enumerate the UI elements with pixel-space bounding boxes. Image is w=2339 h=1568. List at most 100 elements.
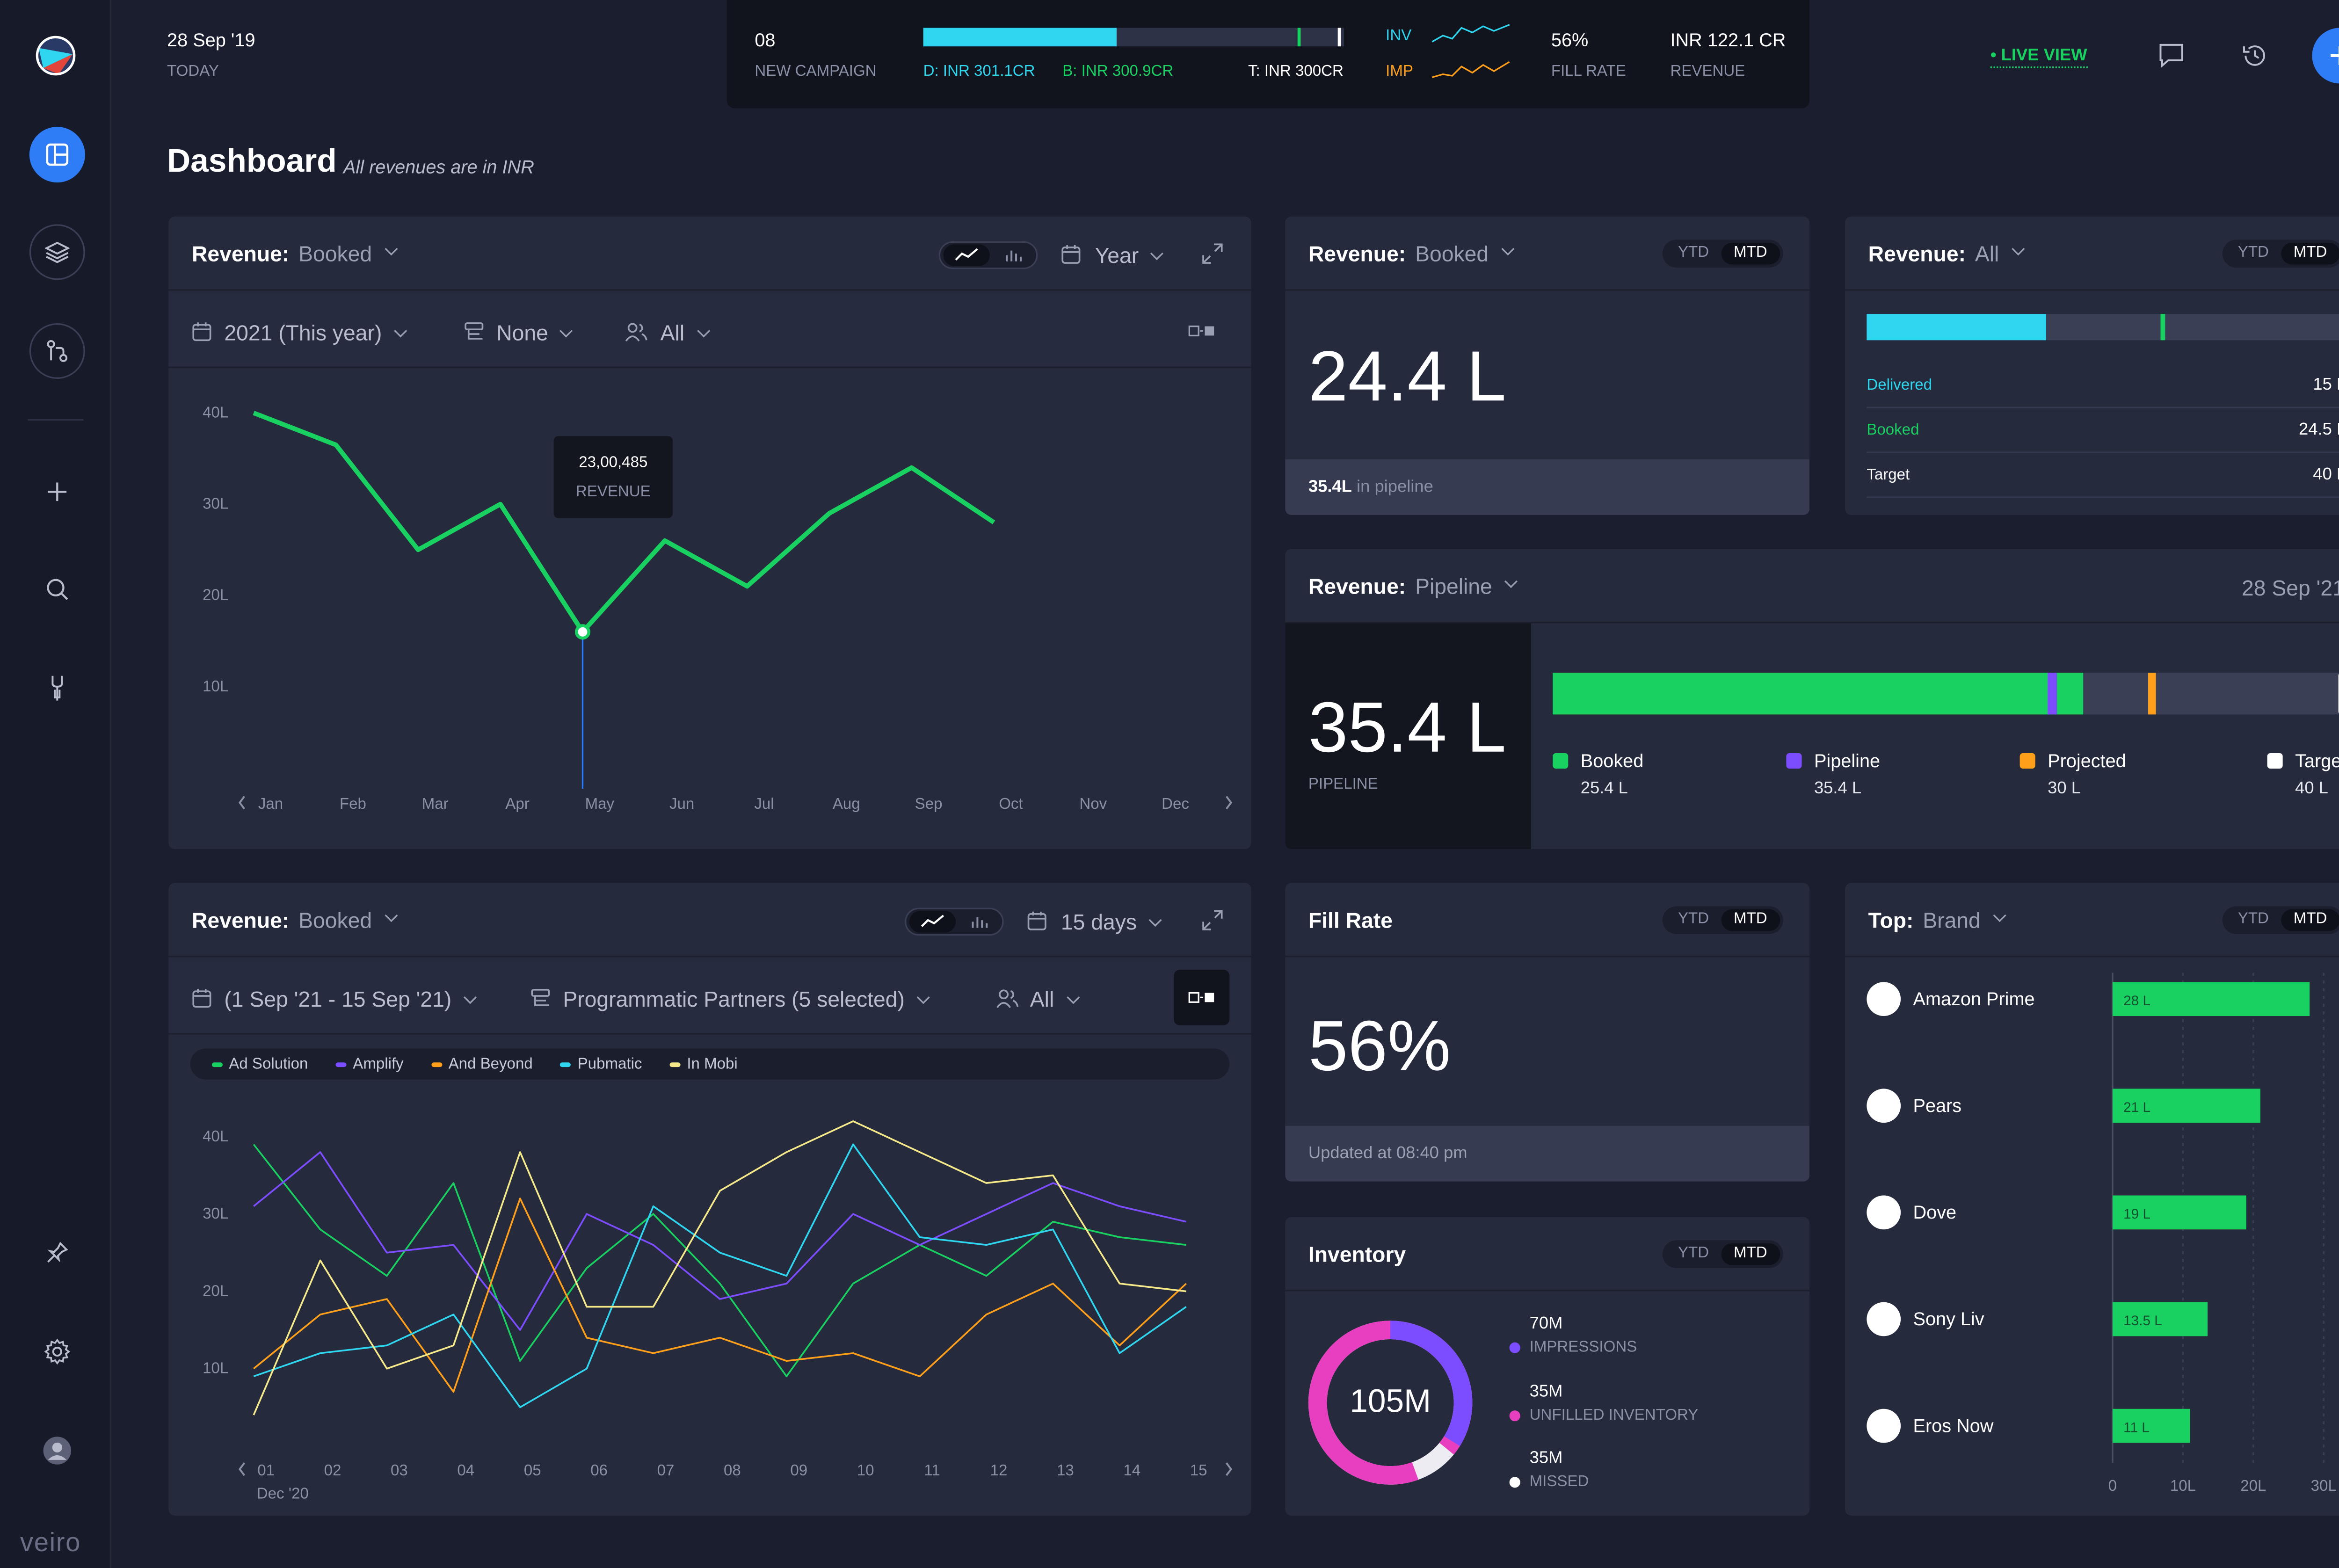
legend-dot	[1509, 1410, 1520, 1422]
chart-type-toggle[interactable]	[905, 907, 1004, 936]
ytd-option[interactable]: YTD	[2237, 911, 2269, 928]
sidebar-item-layers[interactable]	[29, 224, 85, 280]
ytd-option[interactable]: YTD	[1678, 244, 1709, 261]
top-summary-bar: 08 NEW CAMPAIGN D: INR 301.1CR B: INR 30…	[726, 0, 1810, 109]
ytd-option[interactable]: YTD	[2237, 244, 2269, 261]
legend-item[interactable]: Pubmatic	[560, 1055, 642, 1073]
tools-icon[interactable]	[40, 671, 74, 705]
fill-rate-label: FILL RATE	[1551, 63, 1626, 80]
brand-bar	[2112, 1302, 2208, 1336]
chevron-down-icon[interactable]	[384, 908, 397, 922]
mtd-option[interactable]: MTD	[1721, 909, 1780, 931]
revenue-type-dropdown[interactable]: Booked	[298, 240, 372, 265]
ytd-mtd-toggle[interactable]: YTD MTD	[1662, 1240, 1783, 1268]
ytd-option[interactable]: YTD	[1678, 1245, 1709, 1262]
delivered-fill	[1867, 314, 2047, 341]
user-avatar-icon[interactable]	[40, 1434, 74, 1468]
mtd-option[interactable]: MTD	[2281, 909, 2339, 931]
sidebar-item-dashboard[interactable]	[29, 127, 85, 183]
brand-logo-icon	[1867, 1302, 1901, 1336]
ytd-mtd-toggle[interactable]: YTD MTD	[2222, 906, 2339, 934]
x-tick-label: Feb	[340, 795, 366, 813]
today-date: 28 Sep '19	[167, 29, 255, 51]
chevron-down-icon[interactable]	[384, 241, 397, 255]
bar-chart-icon[interactable]	[1004, 247, 1023, 263]
date-filter-dropdown[interactable]: (1 Sep '21 - 15 Sep '21)	[224, 987, 477, 1011]
add-icon[interactable]	[40, 475, 74, 509]
history-icon[interactable]	[2241, 42, 2269, 77]
legend-item[interactable]: And Beyond	[431, 1055, 533, 1073]
pipeline-marker	[2048, 673, 2057, 715]
inventory-total: 105M	[1350, 1384, 1431, 1420]
legend-item[interactable]: In Mobi	[669, 1055, 738, 1073]
legend-projected: Projected 30 L	[2019, 750, 2196, 798]
today-label: TODAY	[167, 63, 219, 80]
date-filter-dropdown[interactable]: 2021 (This year)	[224, 320, 407, 345]
x-tick-label: Jun	[669, 795, 694, 813]
ytd-mtd-toggle[interactable]: YTD MTD	[1662, 906, 1783, 934]
expand-icon[interactable]	[1202, 909, 1223, 931]
revenue-type-dropdown[interactable]: All	[1975, 240, 1999, 265]
chevron-down-icon	[463, 991, 477, 1004]
month-label: Dec '20	[256, 1486, 309, 1503]
chevron-down-icon[interactable]	[1992, 908, 2006, 922]
revenue-line-chart[interactable]: 40L 30L 20L 10L Jan Feb Mar Apr May Jun Jul Aug Sep O…	[168, 371, 1251, 849]
line-chart-icon[interactable]	[954, 247, 979, 263]
bar-value-label: 13.5 L	[2123, 1313, 2162, 1328]
range-dropdown[interactable]: Year	[1095, 243, 1164, 268]
legend-item[interactable]: Ad Solution	[211, 1055, 308, 1073]
ytd-option[interactable]: YTD	[1678, 911, 1709, 928]
x-tick-label: 08	[724, 1462, 741, 1479]
compare-icon[interactable]	[1188, 323, 1216, 339]
legend-label: Pubmatic	[577, 1055, 642, 1073]
line-chart-icon[interactable]	[920, 914, 945, 929]
fill-rate-value: 56%	[1551, 29, 1589, 51]
top-type-dropdown[interactable]: Brand	[1923, 907, 1981, 932]
delivered-amount: D: INR 301.1CR	[923, 63, 1035, 80]
legend-name: Target	[2295, 750, 2339, 772]
group-filter-dropdown[interactable]: Programmatic Partners (5 selected)	[563, 987, 930, 1011]
pin-icon[interactable]	[40, 1235, 74, 1270]
ytd-mtd-toggle[interactable]: YTD MTD	[2222, 240, 2339, 268]
sidebar-item-branches[interactable]	[29, 323, 85, 379]
brand-logo-icon[interactable]	[34, 34, 78, 78]
live-view-link[interactable]: • LIVE VIEW	[1990, 46, 2087, 68]
x-tick-label: May	[585, 795, 615, 813]
mtd-option[interactable]: MTD	[1721, 243, 1780, 265]
chevron-down-icon[interactable]	[1500, 241, 1514, 255]
legend-item[interactable]: Amplify	[335, 1055, 404, 1073]
bar-chart-icon[interactable]	[970, 914, 988, 929]
compare-button[interactable]	[1174, 969, 1230, 1025]
mtd-option[interactable]: MTD	[2281, 243, 2339, 265]
partners-line-chart[interactable]: 40L 30L 20L 10L 01 02 03 04 05 06 07 08 09 10 11 12 13 14…	[168, 1090, 1251, 1516]
imp-label: IMP	[1386, 63, 1413, 80]
range-dropdown[interactable]: 15 days	[1061, 909, 1162, 934]
top-brand-bar-chart[interactable]: 0 10L 20L 30L Amazon Prime 28 L Pears 21 L Dove 1…	[1845, 960, 2339, 1516]
delivered-row: Delivered 15 L	[1867, 363, 2339, 408]
panel-label: Revenue:	[191, 240, 290, 265]
revenue-type-dropdown[interactable]: Pipeline	[1415, 573, 1492, 598]
inv-sparkline-icon	[1431, 24, 1510, 43]
group-filter-dropdown[interactable]: None	[496, 320, 574, 345]
legend-swatch	[1786, 753, 1802, 769]
legend-value: 40 L	[2295, 779, 2328, 798]
chart-type-toggle[interactable]	[938, 241, 1038, 269]
people-filter-dropdown[interactable]: All	[661, 320, 710, 345]
expand-icon[interactable]	[1202, 243, 1223, 264]
panel-header: Revenue: All	[1845, 217, 2339, 291]
ytd-mtd-toggle[interactable]: YTD MTD	[1662, 240, 1783, 268]
revenue-type-dropdown[interactable]: Booked	[298, 907, 372, 932]
mtd-option[interactable]: MTD	[1721, 1243, 1780, 1265]
chat-icon[interactable]	[2157, 42, 2186, 77]
people-filter-dropdown[interactable]: All	[1030, 987, 1079, 1011]
inventory-item-value: 70M	[1529, 1314, 1563, 1333]
add-new-button[interactable]	[2312, 28, 2339, 84]
chevron-down-icon[interactable]	[2011, 241, 2025, 255]
layers-icon	[44, 241, 70, 263]
search-icon[interactable]	[40, 572, 74, 606]
revenue-type-dropdown[interactable]: Booked	[1415, 240, 1489, 265]
inventory-item-unfilled: 35M UNFILLED INVENTORY	[1509, 1383, 1698, 1424]
chevron-down-icon[interactable]	[1504, 574, 1518, 588]
date-filter-label: 2021 (This year)	[224, 320, 382, 345]
settings-gear-icon[interactable]	[40, 1335, 74, 1369]
